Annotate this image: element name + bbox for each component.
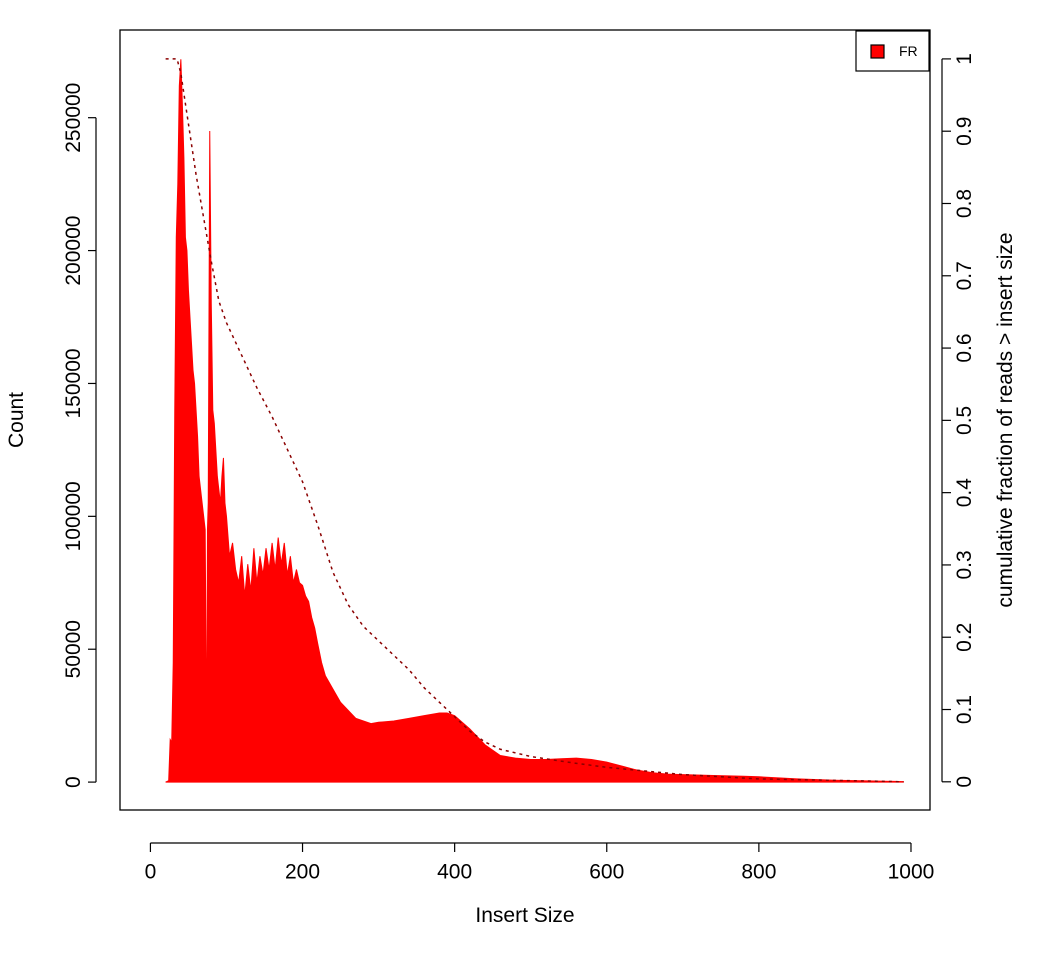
y2-tick-label: 0.2 (953, 623, 976, 652)
y-tick-label: 150000 (62, 348, 85, 418)
x-tick-label: 600 (589, 860, 624, 883)
y2-tick-label: 0.9 (953, 117, 976, 146)
plot-frame (119, 29, 931, 811)
y2-tick-label: 0.6 (953, 333, 976, 362)
y2-axis-title: cumulative fraction of reads > insert si… (994, 232, 1017, 607)
legend-swatch-fr (870, 44, 885, 59)
y2-tick-label: 0.8 (953, 189, 976, 218)
y-axis-title: Count (5, 392, 28, 448)
legend-box (855, 30, 930, 72)
legend-label-fr: FR (899, 43, 918, 59)
histogram-series-fr (165, 59, 904, 783)
x-tick-label: 200 (285, 860, 320, 883)
legend: FR (855, 30, 930, 72)
y-tick-label: 200000 (62, 216, 85, 286)
axes: 0 200 400 600 800 1000 0 50000 100000 150000 20000… (62, 53, 976, 883)
x-tick-label: 800 (741, 860, 776, 883)
y2-tick-label: 1 (953, 53, 976, 65)
x-tick-label: 1000 (888, 860, 935, 883)
y2-tick-label: 0.7 (953, 261, 976, 290)
plot-area (165, 58, 904, 783)
y-tick-label: 50000 (62, 620, 85, 678)
y2-tick-label: 0.4 (953, 478, 976, 508)
x-axis-title: Insert Size (475, 904, 574, 927)
y2-tick-label: 0 (953, 776, 976, 788)
y-tick-label: 250000 (62, 83, 85, 153)
x-tick-label: 400 (437, 860, 472, 883)
y2-tick-label: 0.3 (953, 550, 976, 579)
y2-tick-label: 0.1 (953, 695, 976, 724)
y-tick-label: 0 (62, 776, 85, 788)
y-tick-label: 100000 (62, 481, 85, 551)
y2-tick-label: 0.5 (953, 406, 976, 435)
x-tick-label: 0 (145, 860, 157, 883)
